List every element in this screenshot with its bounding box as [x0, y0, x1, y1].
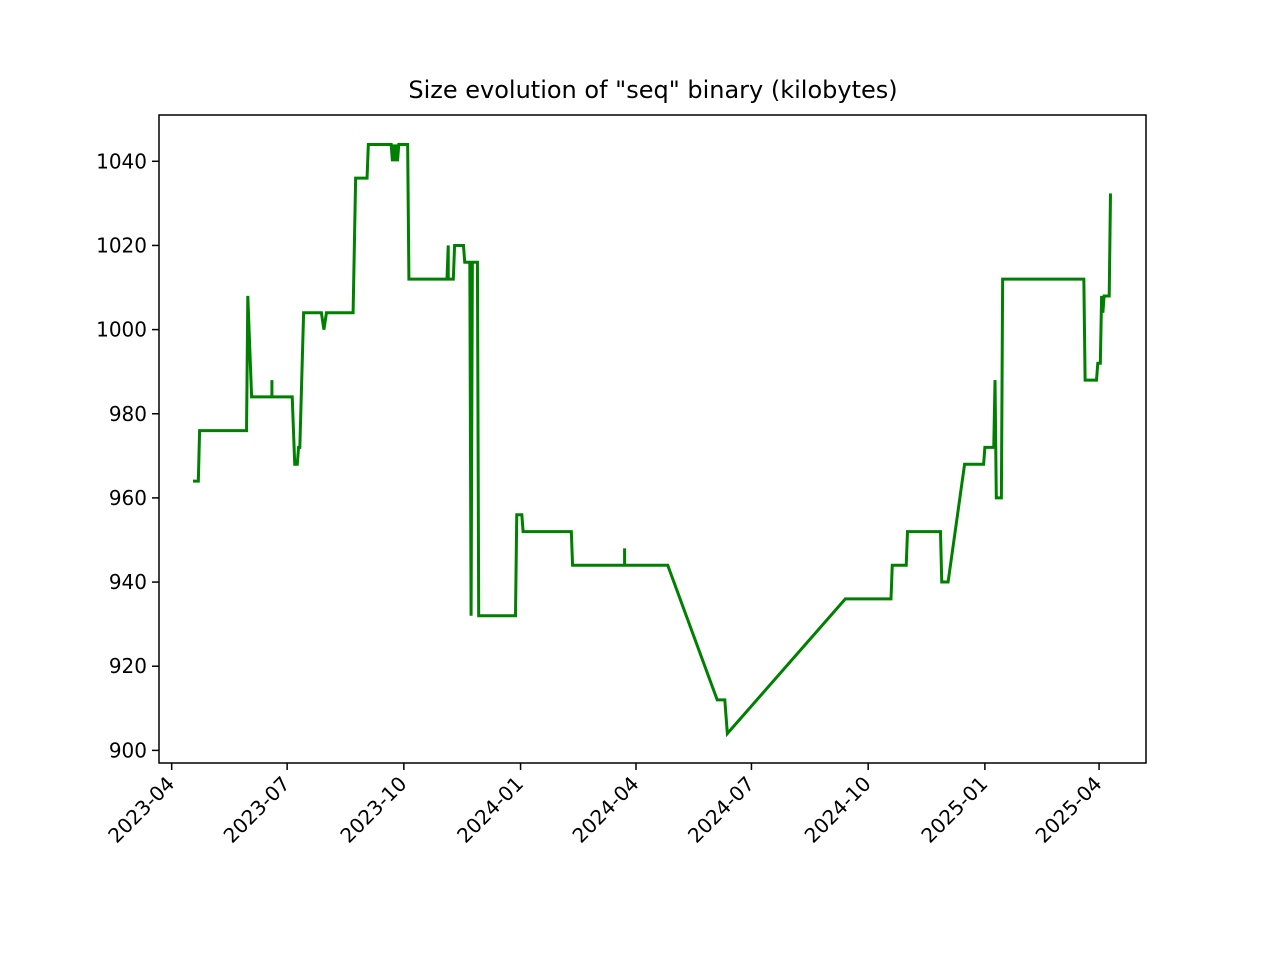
y-tick-label: 1000: [96, 318, 147, 342]
series-line-0: [193, 142, 1112, 738]
y-tick-label: 940: [109, 570, 147, 594]
y-tick-label: 960: [109, 486, 147, 510]
y-tick-label: 1020: [96, 233, 147, 257]
y-tick-label: 920: [109, 654, 147, 678]
data-layer: [193, 142, 1112, 738]
y-tick-label: 980: [109, 402, 147, 426]
plot-frame: [158, 114, 1147, 764]
y-tick-label: 900: [109, 738, 147, 762]
y-tick-label: 1040: [96, 149, 147, 173]
chart-title: Size evolution of "seq" binary (kilobyte…: [408, 76, 897, 104]
